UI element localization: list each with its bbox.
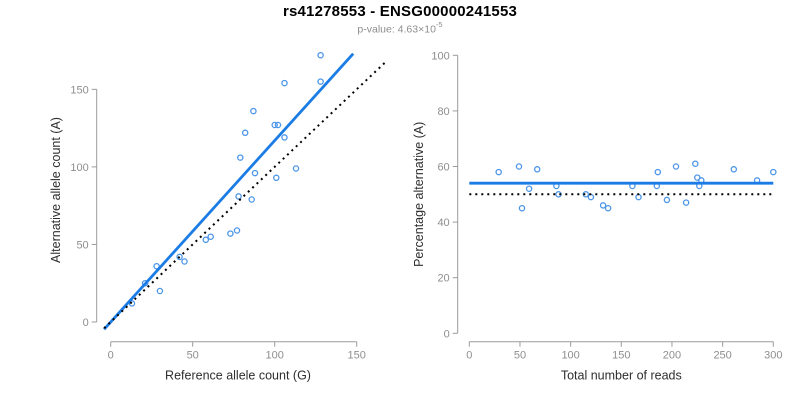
x-tick-label: 0 xyxy=(108,350,114,362)
data-point xyxy=(176,253,183,261)
data-point xyxy=(248,196,255,203)
data-point xyxy=(582,191,590,198)
data-point xyxy=(317,78,324,85)
y-tick-label: 100 xyxy=(431,50,449,62)
x-tick-label: 150 xyxy=(612,350,630,362)
data-point xyxy=(202,236,210,244)
right-plot: 0 50 100 150 200 250 300 0 20 40 60 80 100 Total numb… xyxy=(412,50,782,382)
y-axis-title: Percentage alternative (A) xyxy=(412,122,426,267)
data-point xyxy=(292,165,300,172)
x-tick-label: 100 xyxy=(266,350,284,362)
data-point xyxy=(241,129,249,137)
pvalue-exponent: -5 xyxy=(435,20,443,29)
y-tick-label: 0 xyxy=(444,328,450,340)
y-tick-label: 80 xyxy=(437,106,449,118)
data-point xyxy=(730,166,738,173)
data-point xyxy=(237,154,244,161)
x-axis-title: Reference allele count (G) xyxy=(165,369,311,383)
y-tick-label: 100 xyxy=(70,162,88,174)
data-point xyxy=(654,168,662,176)
data-point xyxy=(181,258,188,265)
data-point xyxy=(604,204,612,212)
y-tick-label: 150 xyxy=(70,84,88,96)
data-point xyxy=(518,204,526,212)
data-point xyxy=(533,166,541,173)
pvalue-label: p-value: xyxy=(357,23,398,36)
identity-line xyxy=(103,60,387,329)
data-point xyxy=(271,121,278,129)
data-point xyxy=(663,196,671,204)
x-tick-label: 300 xyxy=(764,350,782,362)
data-point xyxy=(770,168,777,176)
figure-title: rs41278553 - ENSG00000241553 xyxy=(282,3,518,20)
x-tick-label: 50 xyxy=(514,350,526,362)
data-point xyxy=(682,199,690,206)
data-point xyxy=(233,227,241,234)
x-tick-label: 0 xyxy=(466,350,472,362)
pvalue-mantissa: 4.63×10 xyxy=(397,23,436,36)
y-tick-label: 60 xyxy=(437,162,449,174)
fit-line xyxy=(103,52,355,331)
y-tick-label: 50 xyxy=(76,239,88,251)
y-tick-label: 20 xyxy=(437,273,449,285)
data-point xyxy=(672,163,680,170)
x-tick-label: 50 xyxy=(187,350,199,362)
y-tick-label: 40 xyxy=(437,217,449,229)
data-point xyxy=(207,233,214,240)
data-point xyxy=(317,51,324,59)
data-point xyxy=(250,107,257,115)
x-axis-title: Total number of reads xyxy=(561,369,682,383)
y-axis-title: Alternative allele count (A) xyxy=(49,117,63,263)
data-point xyxy=(281,134,288,141)
x-tick-label: 100 xyxy=(561,350,579,362)
data-point xyxy=(128,300,136,307)
data-point xyxy=(281,79,288,87)
data-point xyxy=(692,160,699,167)
data-point xyxy=(251,169,259,177)
data-point xyxy=(274,121,282,129)
left-plot: 0 50 100 150 0 50 100 150 Reference allele count… xyxy=(49,51,387,383)
data-point xyxy=(515,163,523,170)
data-point xyxy=(273,174,280,182)
data-point xyxy=(599,202,607,209)
data-point xyxy=(235,193,242,200)
x-tick-label: 150 xyxy=(348,350,366,362)
y-tick-label: 0 xyxy=(83,317,89,329)
x-tick-label: 250 xyxy=(713,350,731,362)
data-point xyxy=(525,185,533,192)
data-point xyxy=(227,230,234,237)
figure-subtitle: p-value: 4.63×10-5 xyxy=(0,20,800,36)
data-point xyxy=(153,262,160,270)
data-point xyxy=(495,168,502,176)
x-tick-label: 200 xyxy=(663,350,681,362)
data-point xyxy=(156,287,164,295)
